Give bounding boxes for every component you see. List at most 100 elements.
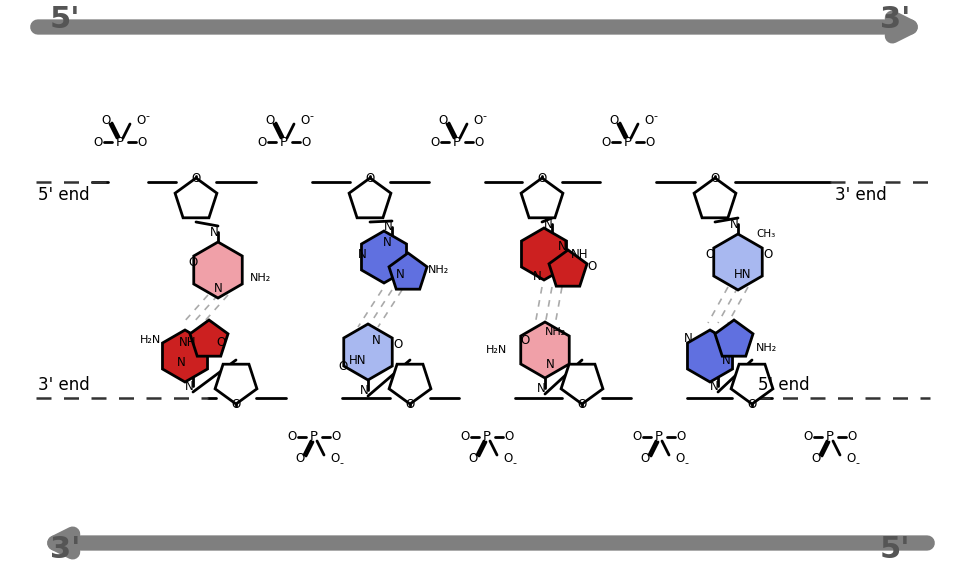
- Text: -: -: [482, 111, 486, 121]
- Text: NH₂: NH₂: [544, 327, 566, 337]
- Polygon shape: [194, 242, 242, 298]
- Text: P: P: [116, 136, 124, 149]
- Text: N: N: [536, 381, 546, 394]
- Text: P: P: [310, 430, 318, 443]
- Text: N: N: [359, 384, 368, 397]
- Text: O: O: [265, 113, 275, 127]
- Polygon shape: [215, 364, 257, 404]
- Text: 3' end: 3' end: [835, 186, 887, 204]
- Polygon shape: [714, 234, 762, 290]
- Text: N: N: [177, 356, 185, 369]
- Text: -: -: [855, 458, 859, 468]
- Text: O: O: [763, 247, 773, 260]
- Text: O: O: [93, 136, 103, 149]
- Text: N: N: [396, 268, 405, 282]
- Text: O: O: [537, 172, 547, 185]
- Text: O: O: [677, 430, 685, 443]
- Text: H₂N: H₂N: [485, 345, 507, 355]
- Text: 3': 3': [879, 6, 910, 35]
- Text: O: O: [406, 397, 414, 410]
- Text: O: O: [216, 336, 226, 349]
- Text: 5': 5': [50, 6, 81, 35]
- Text: NH₂: NH₂: [250, 273, 271, 283]
- Text: -: -: [145, 111, 149, 121]
- Text: O: O: [632, 430, 642, 443]
- Text: N: N: [683, 332, 692, 344]
- Text: O: O: [748, 397, 756, 410]
- Text: O: O: [258, 136, 266, 149]
- Text: N: N: [544, 218, 553, 230]
- Text: O: O: [191, 172, 201, 185]
- Text: O: O: [302, 136, 310, 149]
- Text: P: P: [483, 430, 491, 443]
- Text: N: N: [546, 359, 554, 372]
- Text: NH: NH: [571, 247, 589, 260]
- Text: O: O: [393, 337, 403, 351]
- Text: P: P: [655, 430, 663, 443]
- Text: O: O: [587, 260, 597, 274]
- Text: NH₂: NH₂: [428, 265, 449, 275]
- Text: O: O: [520, 333, 530, 347]
- Text: O: O: [609, 113, 619, 127]
- Text: O: O: [438, 113, 448, 127]
- Polygon shape: [521, 322, 569, 378]
- Text: N: N: [185, 380, 193, 393]
- Text: N: N: [372, 333, 381, 347]
- Polygon shape: [694, 178, 736, 218]
- Text: O: O: [475, 136, 483, 149]
- Text: -: -: [684, 458, 688, 468]
- Text: -: -: [512, 458, 516, 468]
- Text: O: O: [287, 430, 297, 443]
- Polygon shape: [561, 364, 603, 404]
- Polygon shape: [731, 364, 773, 404]
- Text: O: O: [232, 397, 240, 410]
- Text: P: P: [624, 136, 632, 149]
- Polygon shape: [190, 320, 228, 356]
- Text: O: O: [675, 453, 684, 466]
- Text: O: O: [473, 113, 482, 127]
- Text: P: P: [826, 430, 834, 443]
- Text: 5' end: 5' end: [758, 376, 809, 394]
- Text: N: N: [357, 249, 366, 262]
- Text: N: N: [383, 221, 392, 234]
- Text: O: O: [365, 172, 375, 185]
- Text: O: O: [460, 430, 470, 443]
- Text: N: N: [209, 226, 218, 238]
- Polygon shape: [687, 330, 732, 382]
- Text: O: O: [505, 430, 513, 443]
- Text: N: N: [729, 218, 738, 230]
- Text: 5': 5': [879, 535, 910, 564]
- Text: O: O: [431, 136, 439, 149]
- Text: O: O: [338, 360, 348, 373]
- Text: O: O: [848, 430, 856, 443]
- Text: O: O: [300, 113, 309, 127]
- Text: O: O: [188, 255, 198, 268]
- Text: P: P: [280, 136, 288, 149]
- Text: 5' end: 5' end: [38, 186, 89, 204]
- Text: N: N: [709, 380, 719, 393]
- Text: O: O: [710, 172, 720, 185]
- Text: O: O: [295, 453, 305, 466]
- Text: CH₃: CH₃: [756, 229, 776, 239]
- Text: HN: HN: [349, 353, 367, 367]
- Polygon shape: [162, 330, 208, 382]
- Text: O: O: [846, 453, 855, 466]
- Polygon shape: [389, 364, 431, 404]
- Polygon shape: [522, 228, 567, 280]
- Text: NH: NH: [180, 336, 197, 349]
- Text: NH₂: NH₂: [756, 343, 777, 353]
- Text: N: N: [557, 241, 566, 254]
- Text: O: O: [578, 397, 586, 410]
- Text: -: -: [309, 111, 313, 121]
- Polygon shape: [175, 178, 217, 218]
- Text: -: -: [653, 111, 657, 121]
- Text: -: -: [339, 458, 343, 468]
- Text: O: O: [705, 247, 715, 260]
- Text: O: O: [136, 113, 145, 127]
- Polygon shape: [389, 253, 427, 289]
- Text: O: O: [602, 136, 610, 149]
- Text: O: O: [101, 113, 111, 127]
- Polygon shape: [344, 324, 392, 380]
- Text: H₂N: H₂N: [139, 335, 161, 345]
- Text: O: O: [332, 430, 340, 443]
